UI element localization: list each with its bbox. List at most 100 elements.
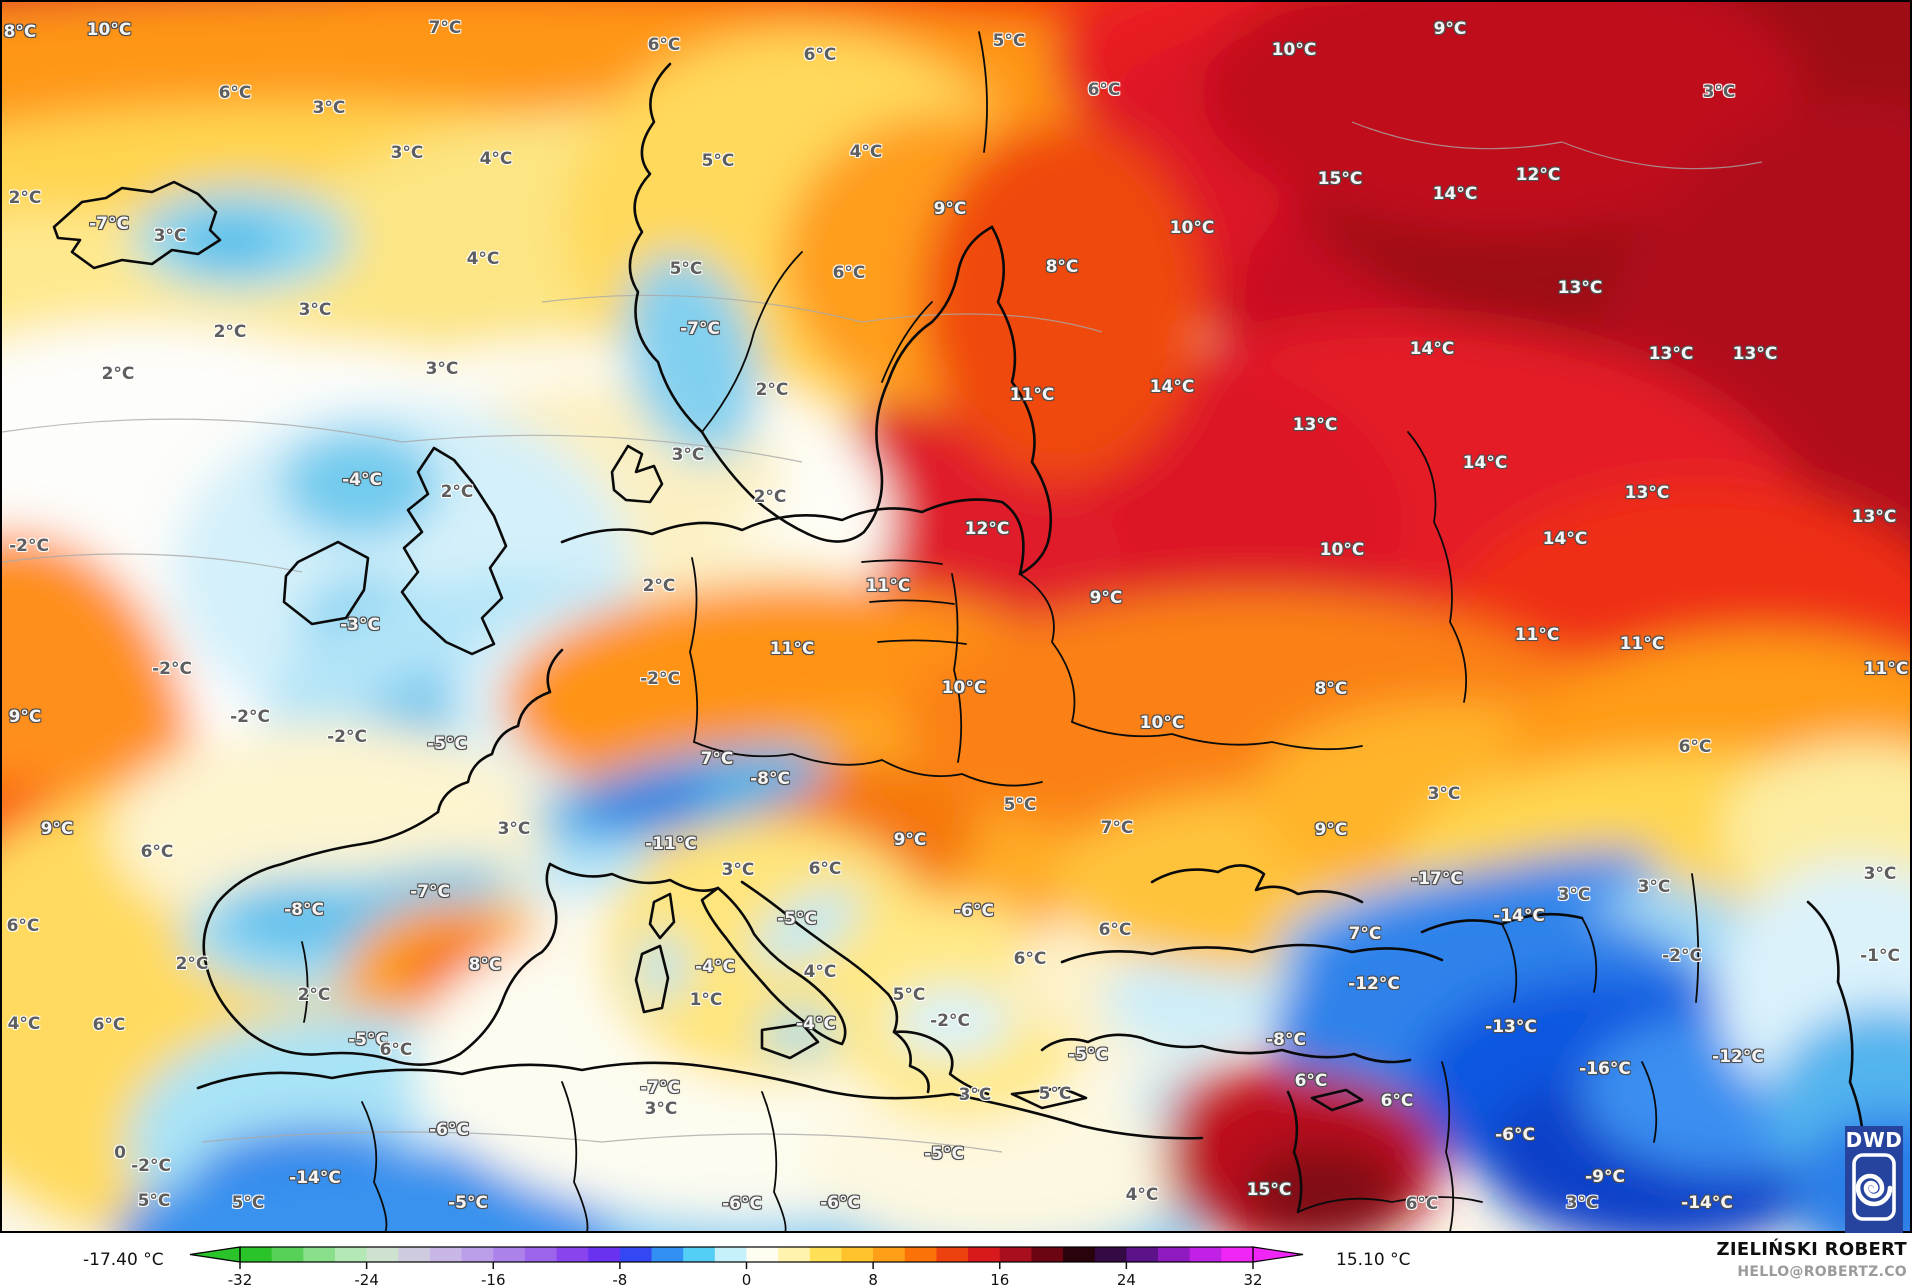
- temp-label: 6°C: [832, 263, 866, 283]
- temp-label: 3°C: [644, 1099, 678, 1119]
- temp-label: 9°C: [933, 199, 967, 219]
- temp-label: 11°C: [865, 576, 911, 596]
- temp-label: 3°C: [497, 819, 531, 839]
- temp-label: 11°C: [1514, 625, 1560, 645]
- temp-label: 2°C: [755, 380, 789, 400]
- temp-label: 3°C: [1637, 877, 1671, 897]
- temp-label: 14°C: [1149, 377, 1195, 397]
- temp-label: 5°C: [231, 1193, 265, 1213]
- temp-label: 7°C: [1348, 924, 1382, 944]
- temp-label: 4°C: [479, 149, 513, 169]
- temp-label: 5°C: [1038, 1084, 1072, 1104]
- temp-label: 8°C: [1314, 679, 1348, 699]
- temp-label: 6°C: [92, 1015, 126, 1035]
- colorbar-tick-label: 16: [990, 1271, 1009, 1287]
- temp-label: 6°C: [1013, 949, 1047, 969]
- temperature-labels-layer: 8°C 10°C 7°C 6°C 3°C 3°C 4°C 6°C 6°C 5°C 6°C 10°C 9°…: [2, 2, 1910, 1231]
- temp-label: 6°C: [6, 916, 40, 936]
- temp-label: -5°C: [777, 909, 817, 929]
- temp-label: 10°C: [1139, 713, 1185, 733]
- temp-label: -5°C: [427, 734, 467, 754]
- temp-label: 9°C: [1089, 588, 1123, 608]
- temp-label: 11°C: [1009, 385, 1055, 405]
- temp-label: -14°C: [1493, 906, 1545, 926]
- colorbar-tick-label: -16: [481, 1271, 506, 1287]
- temp-label: 10°C: [1169, 218, 1215, 238]
- colorbar-tick-label: 32: [1243, 1271, 1262, 1287]
- temp-label: -14°C: [1681, 1193, 1733, 1213]
- temp-label: 15°C: [1317, 169, 1363, 189]
- temp-label: 2°C: [213, 322, 247, 342]
- temp-label: -11°C: [645, 834, 697, 854]
- temp-label: 6°C: [1678, 737, 1712, 757]
- temp-label: -8°C: [284, 900, 324, 920]
- temp-label: -2°C: [1662, 946, 1702, 966]
- temp-label: -6°C: [722, 1194, 762, 1214]
- temp-label: 2°C: [101, 364, 135, 384]
- temp-label: 8°C: [3, 22, 37, 42]
- temp-label: 10°C: [1271, 40, 1317, 60]
- temp-label: 14°C: [1462, 453, 1508, 473]
- temp-label: 3°C: [298, 300, 332, 320]
- temp-label: 6°C: [1294, 1071, 1328, 1091]
- temp-label: -2°C: [152, 659, 192, 679]
- colorbar-tick-label: 0: [742, 1271, 752, 1287]
- colorbar-ticks: -32 -24 -16 -8 0 8 16 24 32: [228, 1262, 1263, 1287]
- author-name: ZIELIŃSKI ROBERT: [1716, 1239, 1907, 1260]
- temp-label: 14°C: [1542, 529, 1588, 549]
- temp-label: -16°C: [1579, 1059, 1631, 1079]
- temp-label: 11°C: [769, 639, 815, 659]
- temp-label: 8°C: [1045, 257, 1079, 277]
- temp-label: -8°C: [750, 769, 790, 789]
- temp-label: 6°C: [379, 1040, 413, 1060]
- temp-label: 9°C: [1433, 19, 1467, 39]
- temp-label: 15°C: [1246, 1180, 1292, 1200]
- temp-label: -8°C: [1266, 1030, 1306, 1050]
- temp-label: 4°C: [1125, 1185, 1159, 1205]
- temp-label: 2°C: [642, 576, 676, 596]
- temp-label: 6°C: [1087, 80, 1121, 100]
- temp-label: 12°C: [964, 519, 1010, 539]
- temp-label: -12°C: [1348, 974, 1400, 994]
- temp-label: 13°C: [1648, 344, 1694, 364]
- temp-label: 5°C: [669, 259, 703, 279]
- colorbar: -32 -24 -16 -8 0 8 16 24 32: [189, 1246, 1304, 1287]
- temp-label: 4°C: [7, 1014, 41, 1034]
- credit-block: ZIELIŃSKI ROBERT HELLO@ROBERTZ.CO: [1716, 1239, 1907, 1280]
- temp-label: -6°C: [1495, 1125, 1535, 1145]
- temp-label: 3°C: [390, 143, 424, 163]
- temp-label: -7°C: [640, 1078, 680, 1098]
- temp-label: 5°C: [892, 985, 926, 1005]
- temp-label: 5°C: [1003, 795, 1037, 815]
- temp-label: 4°C: [803, 962, 837, 982]
- temp-label: 9°C: [8, 707, 42, 727]
- temp-label: 7°C: [428, 18, 462, 38]
- anomaly-field-graphic: [2, 2, 1910, 1231]
- temp-label: 3°C: [425, 359, 459, 379]
- temp-label: -2°C: [9, 536, 49, 556]
- temp-label: 3°C: [671, 445, 705, 465]
- temp-label: 14°C: [1409, 339, 1455, 359]
- temp-label: 9°C: [40, 819, 74, 839]
- temp-label: 3°C: [958, 1085, 992, 1105]
- temp-label: 9°C: [893, 830, 927, 850]
- colorbar-left-arrow: [189, 1246, 241, 1263]
- temp-label: -7°C: [680, 319, 720, 339]
- temp-label: 3°C: [1863, 864, 1897, 884]
- colorbar-tick-label: -24: [354, 1271, 379, 1287]
- coastlines: [52, 62, 1872, 1231]
- temp-label: 6°C: [647, 35, 681, 55]
- temp-label: 4°C: [849, 142, 883, 162]
- temp-label: 2°C: [297, 985, 331, 1005]
- temp-label: 6°C: [803, 45, 837, 65]
- temperature-anomaly-map: 8°C 10°C 7°C 6°C 3°C 3°C 4°C 6°C 6°C 5°C 6°C 10°C 9°…: [0, 0, 1912, 1233]
- temp-label: 0: [114, 1143, 126, 1163]
- temp-label: -2°C: [930, 1011, 970, 1031]
- colorbar-max-value: 15.10 °C: [1336, 1250, 1411, 1270]
- colorbar-tick-label: -32: [228, 1271, 253, 1287]
- temp-label: 4°C: [466, 249, 500, 269]
- temp-label: 2°C: [175, 954, 209, 974]
- temp-label: -17°C: [1411, 869, 1463, 889]
- colorbar-segments: [240, 1247, 1254, 1262]
- temp-label: 2°C: [753, 487, 787, 507]
